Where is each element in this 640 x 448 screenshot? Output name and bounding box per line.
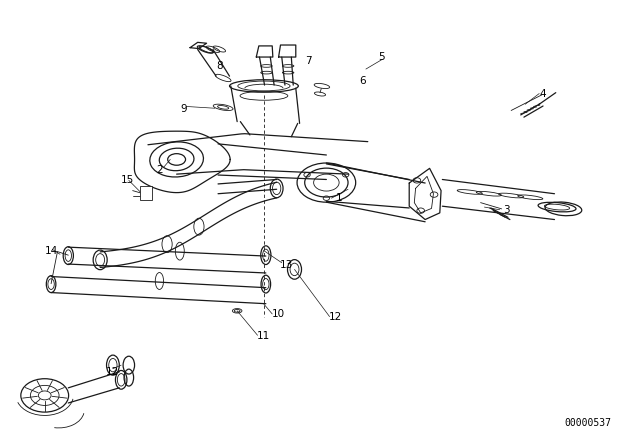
Text: 00000537: 00000537: [565, 418, 612, 428]
Text: 11: 11: [257, 331, 271, 341]
FancyBboxPatch shape: [140, 186, 152, 199]
Text: 1: 1: [336, 193, 342, 203]
Text: 10: 10: [272, 309, 285, 319]
Text: 8: 8: [216, 60, 223, 70]
Text: 6: 6: [360, 76, 366, 86]
Text: 15: 15: [121, 175, 134, 185]
Text: 4: 4: [540, 89, 547, 99]
Text: 7: 7: [305, 56, 312, 66]
Text: 12: 12: [106, 367, 120, 377]
Text: 5: 5: [378, 52, 385, 61]
Text: 13: 13: [280, 260, 294, 270]
Text: 14: 14: [44, 246, 58, 256]
Text: 12: 12: [330, 312, 342, 322]
Text: 2: 2: [156, 165, 163, 175]
Text: 3: 3: [503, 205, 509, 215]
Text: 9: 9: [180, 104, 187, 114]
